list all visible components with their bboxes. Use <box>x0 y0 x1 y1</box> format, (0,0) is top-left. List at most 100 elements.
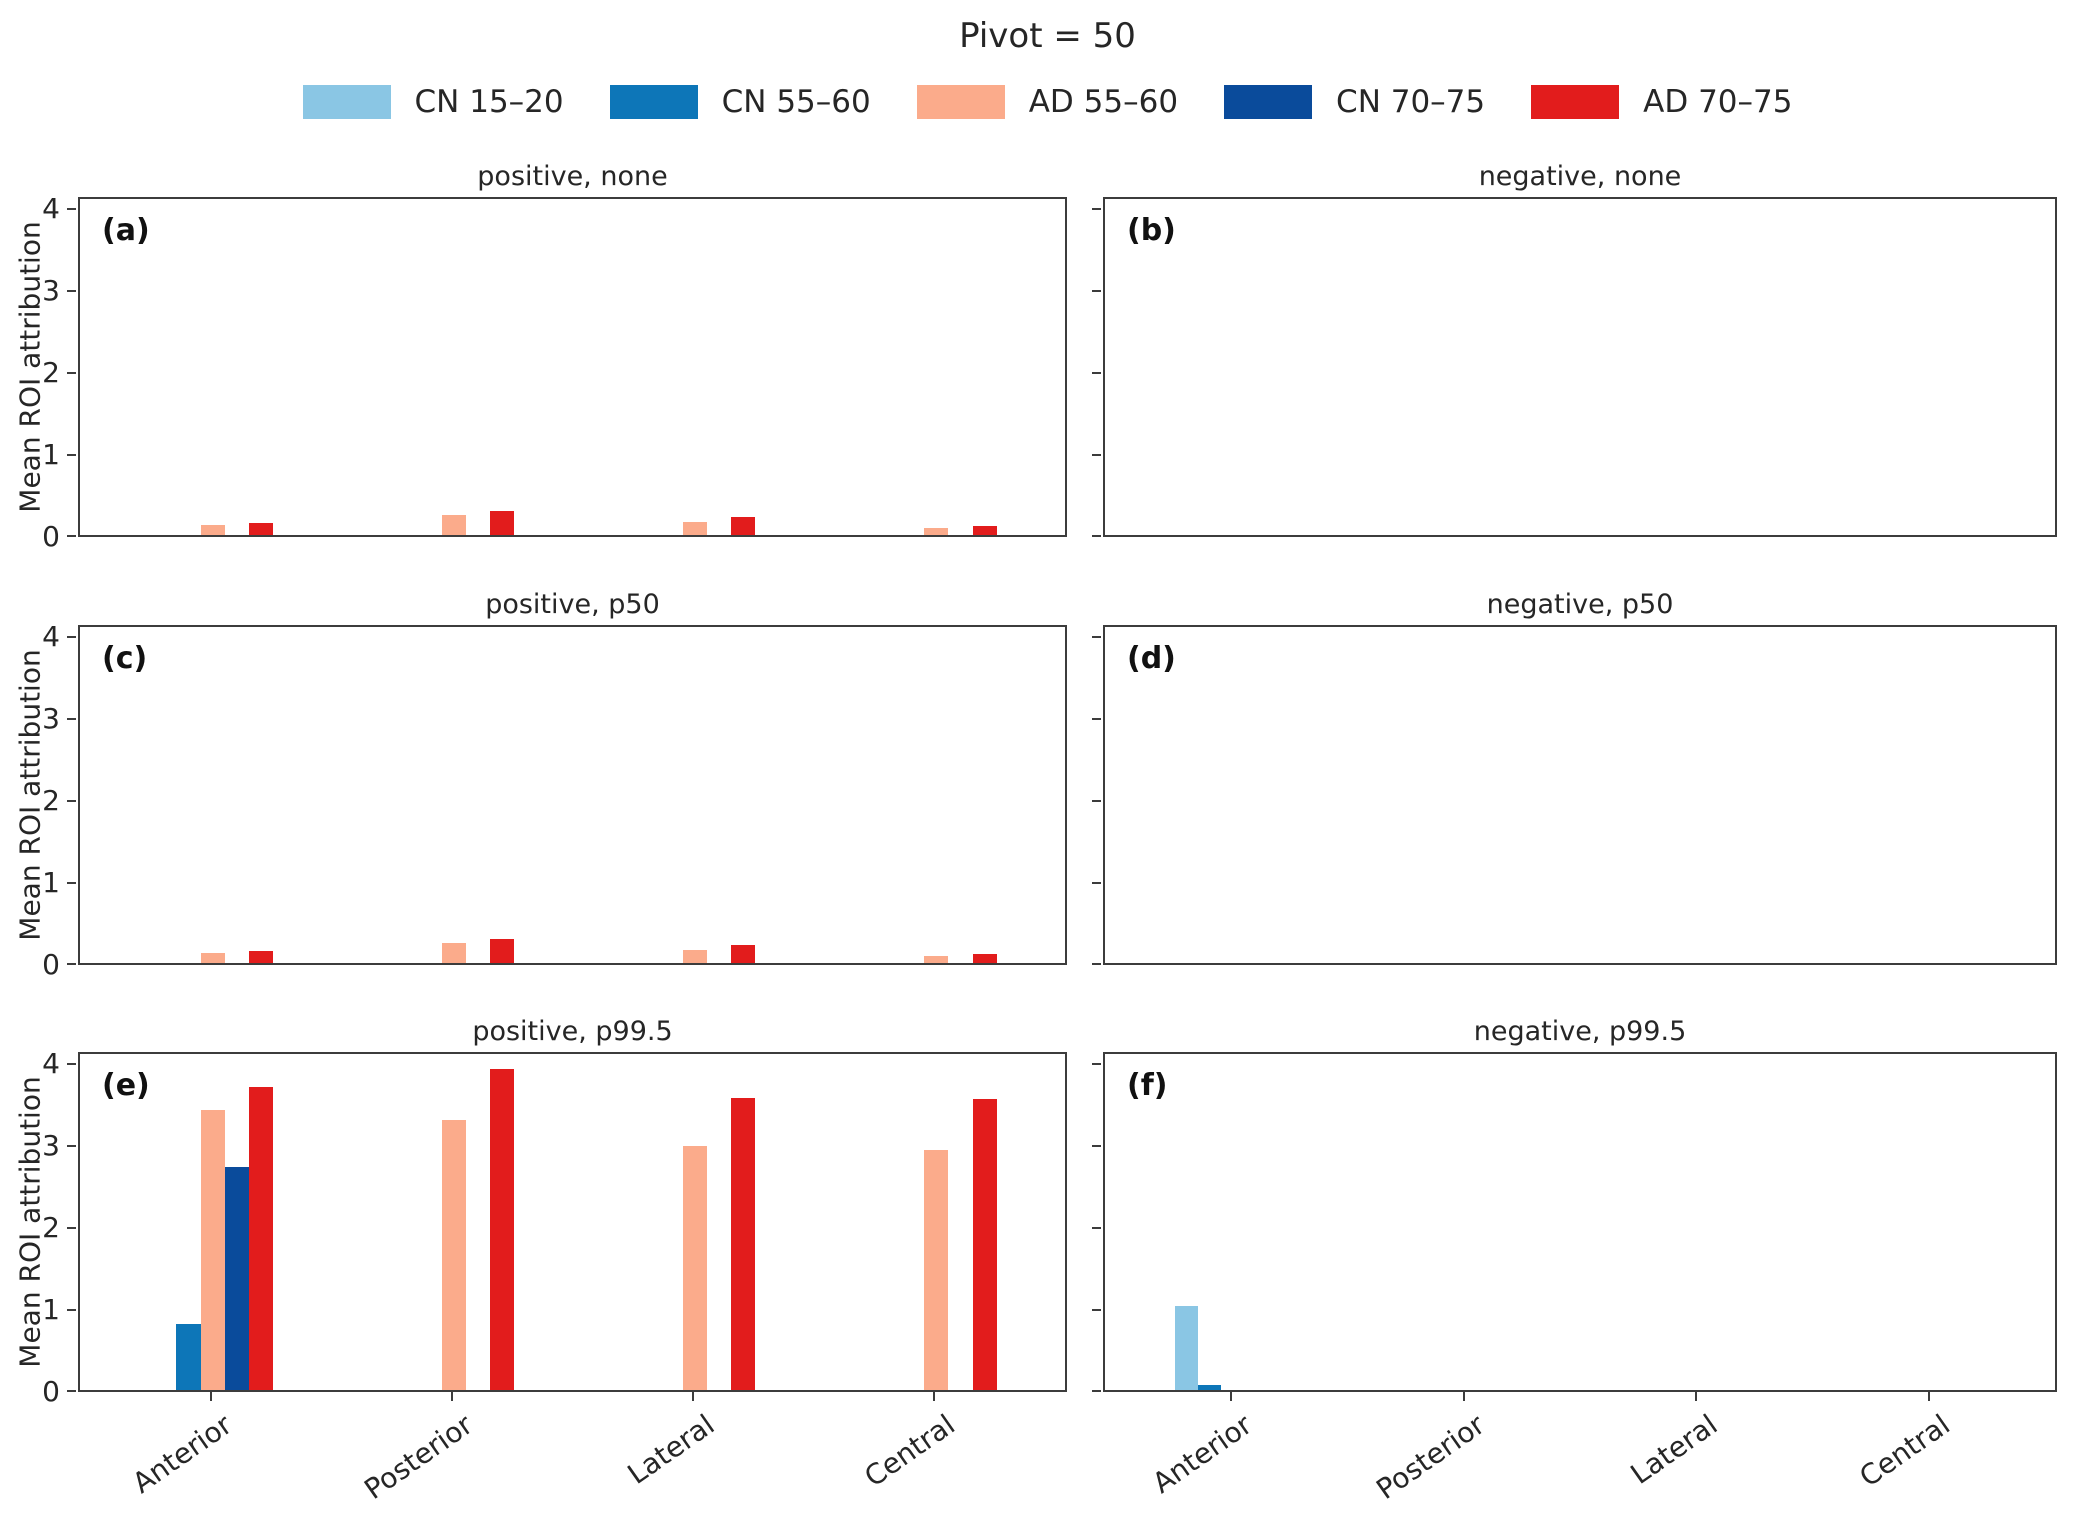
y-tick-label: 3 <box>42 702 60 736</box>
bar <box>441 515 466 535</box>
y-tick-label: 1 <box>42 866 60 900</box>
figure-title: Pivot = 50 <box>959 16 1136 56</box>
bar <box>490 1068 515 1390</box>
x-tick-label: Anterior <box>1146 1408 1258 1500</box>
y-tick-label: 2 <box>42 356 60 390</box>
x-tick-mark <box>209 1392 212 1401</box>
y-tick-mark <box>1092 372 1101 375</box>
y-tick-mark <box>67 1390 76 1392</box>
x-tick-label: Central <box>858 1408 962 1494</box>
x-tick-label: Lateral <box>1624 1408 1724 1491</box>
subplot-title: negative, p99.5 <box>1473 1016 1687 1047</box>
y-tick-mark <box>1092 963 1101 965</box>
bar <box>176 1324 201 1390</box>
y-tick-mark <box>67 1309 76 1312</box>
y-tick-mark <box>1092 1227 1101 1230</box>
y-tick-mark <box>1092 454 1101 457</box>
y-tick-mark <box>67 718 76 721</box>
y-axis-label: Mean ROI attribution <box>13 1076 47 1368</box>
x-tick-mark <box>1695 1392 1698 1401</box>
bar <box>972 526 997 535</box>
subplot-title: negative, none <box>1478 161 1682 192</box>
legend-label: AD 70–75 <box>1643 84 1793 120</box>
x-tick-label: Posterior <box>358 1408 479 1507</box>
y-tick-label: 4 <box>42 1047 60 1081</box>
bar <box>683 1145 708 1390</box>
y-tick-mark <box>67 372 76 375</box>
bar <box>441 943 466 963</box>
y-tick-label: 1 <box>42 1293 60 1327</box>
subplot-title: positive, p99.5 <box>472 1016 673 1047</box>
bar <box>200 1109 225 1390</box>
legend-label: CN 15–20 <box>414 84 564 120</box>
legend-item: CN 15–20 <box>302 84 564 120</box>
x-tick-mark <box>933 1392 936 1401</box>
x-tick-label: Lateral <box>621 1408 721 1491</box>
panel-label: (e) <box>102 1068 150 1103</box>
bar <box>490 511 515 535</box>
y-tick-label: 0 <box>42 1375 60 1408</box>
y-tick-mark <box>1092 636 1101 639</box>
y-tick-label: 3 <box>42 1129 60 1163</box>
y-tick-label: 0 <box>42 520 60 553</box>
legend-item: CN 70–75 <box>1224 84 1485 120</box>
y-tick-label: 0 <box>42 948 60 981</box>
y-tick-mark <box>67 208 76 211</box>
y-axis-label: Mean ROI attribution <box>13 221 47 513</box>
y-tick-mark <box>1092 718 1101 721</box>
y-tick-label: 4 <box>42 620 60 654</box>
bar <box>924 528 949 535</box>
bar <box>248 950 273 963</box>
bar <box>683 949 708 963</box>
y-tick-mark <box>67 963 76 965</box>
subplot-title: positive, p50 <box>485 589 660 620</box>
legend-item: AD 55–60 <box>916 84 1178 120</box>
x-tick-label: Central <box>1853 1408 1956 1494</box>
x-tick-mark <box>1928 1392 1931 1401</box>
legend: CN 15–20 CN 55–60 AD 55–60 CN 70–75 AD 70–75 <box>0 84 2095 120</box>
panel-label: (f) <box>1127 1068 1168 1103</box>
bar <box>972 954 997 963</box>
y-tick-mark <box>1092 290 1101 293</box>
x-tick-mark <box>1229 1392 1232 1401</box>
y-tick-label: 2 <box>42 1211 60 1245</box>
panel-label: (b) <box>1127 213 1176 248</box>
y-tick-mark <box>1092 800 1101 803</box>
y-tick-mark <box>1092 208 1101 211</box>
y-tick-mark <box>67 636 76 639</box>
x-tick-mark <box>450 1392 453 1401</box>
x-tick-mark <box>692 1392 695 1401</box>
panel-label: (a) <box>102 213 150 248</box>
bar <box>1174 1306 1199 1390</box>
subplot-title: positive, none <box>477 161 668 192</box>
bar <box>1198 1385 1222 1390</box>
bar <box>683 521 708 535</box>
bar <box>731 1097 756 1390</box>
legend-item: CN 55–60 <box>609 84 871 120</box>
y-tick-mark <box>1092 1390 1101 1392</box>
subplot-d: (d) <box>1103 625 2057 965</box>
y-tick-label: 3 <box>42 274 60 308</box>
panel-label: (c) <box>102 641 148 676</box>
y-tick-mark <box>67 1063 76 1066</box>
subplot-e: (e) <box>78 1052 1067 1392</box>
y-tick-mark <box>1092 535 1101 537</box>
legend-swatch <box>609 85 698 119</box>
y-tick-label: 4 <box>42 192 60 226</box>
subplot-f: (f) <box>1103 1052 2057 1392</box>
y-tick-mark <box>1092 882 1101 885</box>
y-tick-mark <box>1092 1063 1101 1066</box>
bar <box>248 522 273 535</box>
y-tick-mark <box>67 800 76 803</box>
legend-label: CN 70–75 <box>1336 84 1486 120</box>
bar <box>924 1149 949 1390</box>
bar <box>924 956 949 963</box>
y-tick-mark <box>67 882 76 885</box>
legend-swatch <box>302 85 391 119</box>
y-tick-mark <box>67 290 76 293</box>
bar <box>200 953 225 963</box>
y-tick-mark <box>67 535 76 537</box>
legend-label: CN 55–60 <box>721 84 871 120</box>
legend-swatch <box>1224 85 1313 119</box>
